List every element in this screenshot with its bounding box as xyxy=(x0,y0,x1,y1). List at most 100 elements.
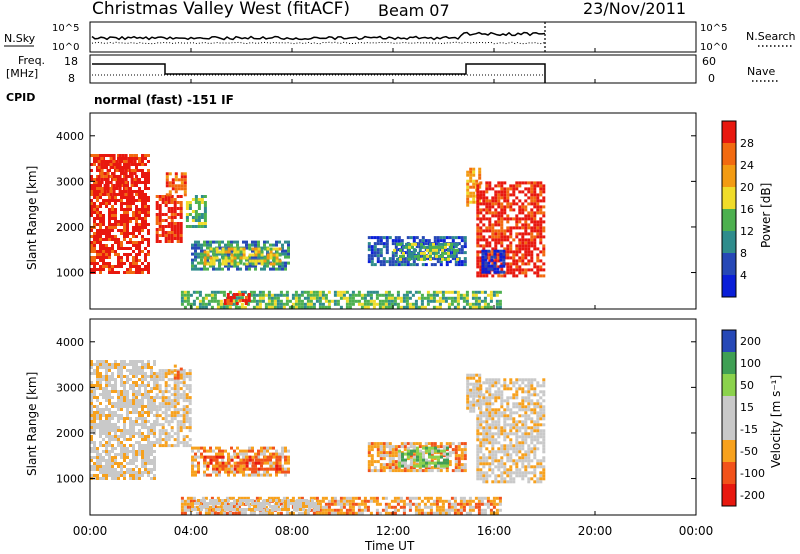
data-cell xyxy=(90,262,93,265)
data-cell xyxy=(542,229,546,233)
data-cell xyxy=(206,505,209,508)
data-cell xyxy=(518,238,522,242)
data-cell xyxy=(242,470,245,474)
data-cell xyxy=(147,154,150,157)
data-cell xyxy=(420,251,423,255)
data-cell xyxy=(521,190,525,194)
data-cell xyxy=(223,299,227,302)
data-cell xyxy=(123,187,126,190)
data-cell xyxy=(247,299,251,302)
data-cell xyxy=(126,447,129,450)
data-cell xyxy=(260,449,263,453)
freq-unit-label: [MHz] xyxy=(6,67,38,80)
data-cell xyxy=(215,461,219,465)
data-cell xyxy=(384,305,388,309)
data-cell xyxy=(284,502,287,505)
data-cell xyxy=(527,247,531,251)
data-cell xyxy=(216,299,220,303)
data-cell xyxy=(191,470,194,474)
data-cell xyxy=(409,257,413,261)
data-cell xyxy=(150,471,153,474)
data-cell xyxy=(252,296,256,300)
data-cell xyxy=(427,469,431,473)
data-cell xyxy=(476,399,480,403)
data-cell xyxy=(500,262,504,266)
data-cell xyxy=(488,399,492,403)
data-cell xyxy=(158,402,162,406)
data-cell xyxy=(132,363,135,366)
data-cell xyxy=(488,241,492,245)
data-cell xyxy=(150,408,153,411)
data-cell xyxy=(179,231,183,234)
data-cell xyxy=(105,408,108,411)
data-cell xyxy=(99,244,102,247)
data-cell xyxy=(291,302,295,306)
data-cell xyxy=(472,391,476,395)
data-cell xyxy=(448,251,452,255)
data-cell xyxy=(482,471,486,475)
plot-title: Christmas Valley West (fitACF) xyxy=(92,0,350,19)
data-cell xyxy=(330,299,334,303)
data-cell xyxy=(99,444,102,447)
data-cell xyxy=(233,449,236,453)
data-cell xyxy=(463,442,467,446)
data-cell xyxy=(318,511,322,515)
data-cell xyxy=(90,211,93,214)
data-cell xyxy=(391,263,395,267)
data-cell xyxy=(410,458,413,462)
data-cell xyxy=(111,363,114,366)
data-cell xyxy=(429,242,432,246)
data-cell xyxy=(404,458,407,462)
data-cell xyxy=(126,217,129,220)
power-y-label: Slant Range [km] xyxy=(25,166,39,270)
data-cell xyxy=(144,417,147,420)
data-cell xyxy=(228,511,232,515)
data-cell xyxy=(108,381,111,384)
data-cell xyxy=(244,302,248,305)
data-cell xyxy=(209,461,213,465)
data-cell xyxy=(466,197,470,201)
data-cell xyxy=(242,240,245,244)
data-cell xyxy=(93,447,96,450)
data-cell xyxy=(99,420,102,423)
data-cell xyxy=(515,253,519,257)
data-cell xyxy=(185,444,189,448)
data-cell xyxy=(460,442,464,446)
data-cell xyxy=(336,502,340,506)
data-cell xyxy=(102,360,105,363)
data-cell xyxy=(126,196,129,199)
data-cell xyxy=(429,248,432,252)
data-cell xyxy=(315,290,319,294)
data-cell xyxy=(123,232,126,235)
data-cell xyxy=(141,462,144,465)
data-cell xyxy=(471,508,475,512)
data-cell xyxy=(203,222,207,225)
data-cell xyxy=(405,242,408,246)
data-cell xyxy=(476,447,480,451)
data-cell xyxy=(120,169,123,172)
data-cell xyxy=(188,444,192,448)
data-cell xyxy=(102,375,105,378)
data-cell xyxy=(345,496,349,500)
data-cell xyxy=(415,263,419,267)
data-cell xyxy=(90,247,93,250)
data-cell xyxy=(183,193,187,197)
data-cell xyxy=(194,210,198,213)
data-cell xyxy=(479,393,483,397)
data-cell xyxy=(422,452,425,456)
data-cell xyxy=(105,459,108,462)
data-cell xyxy=(147,390,150,393)
data-cell xyxy=(396,496,400,500)
data-cell xyxy=(117,435,120,438)
data-cell xyxy=(123,432,126,435)
data-cell xyxy=(123,360,126,363)
data-cell xyxy=(100,187,104,190)
data-cell xyxy=(194,240,197,244)
data-cell xyxy=(278,467,282,471)
data-cell xyxy=(363,305,367,309)
data-cell xyxy=(105,384,108,387)
data-cell xyxy=(533,271,537,275)
data-cell xyxy=(120,181,123,184)
data-cell xyxy=(129,450,132,453)
data-cell xyxy=(158,396,162,400)
